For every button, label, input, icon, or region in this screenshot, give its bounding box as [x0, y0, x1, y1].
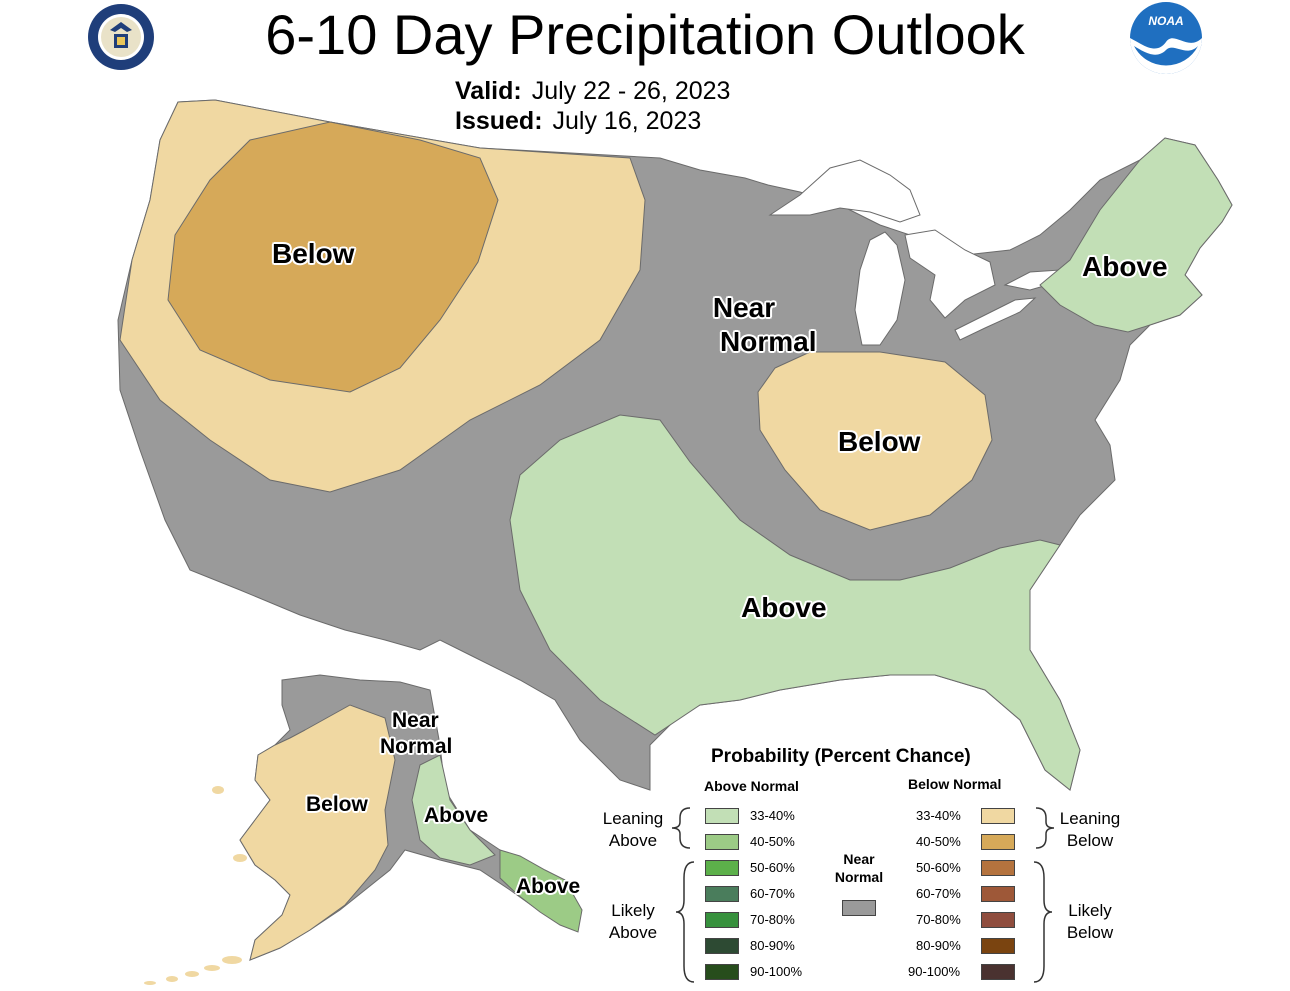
- near-normal-line1: Near: [843, 851, 875, 867]
- date-info: Valid: July 22 - 26, 2023 Issued: July 16,…: [455, 76, 730, 136]
- legend-below-label: 50-60%: [916, 860, 961, 875]
- page-title: 6-10 Day Precipitation Outlook: [265, 3, 1025, 66]
- issued-value: July 16, 2023: [552, 107, 702, 135]
- legend-below-swatch: [981, 860, 1015, 876]
- department-of-commerce-seal-icon: [88, 4, 154, 70]
- alaska-panhandle-above-label: Above: [516, 875, 581, 898]
- legend-leaning-below: Leaning Below: [1053, 808, 1127, 852]
- alaska-below-label: Below: [306, 793, 368, 816]
- near-normal-swatch: [842, 900, 876, 916]
- legend-above-label: 50-60%: [750, 860, 795, 875]
- valid-label: Valid:: [455, 77, 522, 105]
- west-below-core-area: [167, 121, 499, 393]
- legend-above-swatch: [705, 834, 739, 850]
- valid-value: July 22 - 26, 2023: [531, 77, 731, 105]
- legend-below-label: 70-80%: [916, 912, 961, 927]
- likely-below-line1: Likely: [1068, 901, 1112, 920]
- lake-superior: [768, 159, 921, 223]
- northeast-above-area: [1039, 137, 1233, 333]
- legend-below-swatch: [981, 912, 1015, 928]
- legend-below-swatch: [981, 886, 1015, 902]
- legend-above-swatch: [705, 964, 739, 980]
- alaska-above-area: [411, 754, 496, 866]
- west-below-label: Below: [272, 238, 355, 269]
- alaska-panhandle-above-area: [499, 849, 583, 933]
- leaning-above-line2: Above: [608, 831, 658, 850]
- legend-below-label: 60-70%: [916, 886, 961, 901]
- alaska-above-label: Above: [424, 804, 489, 827]
- ohio-valley-below-area: [757, 351, 993, 531]
- leaning-below-line1: Leaning: [1059, 809, 1121, 828]
- legend-below-label: 90-100%: [908, 964, 961, 979]
- central-near-line1: Near: [712, 292, 776, 323]
- legend-below-label: 80-90%: [916, 938, 961, 953]
- legend-below-header: Below Normal: [908, 776, 1002, 792]
- legend-below-swatch: [981, 938, 1015, 954]
- issued-label: Issued:: [455, 107, 543, 135]
- leaning-below-line2: Below: [1066, 831, 1114, 850]
- likely-below-line2: Below: [1066, 923, 1114, 942]
- alaska-below-area: [239, 704, 396, 961]
- alaska-near-label-2: Normal: [380, 735, 453, 758]
- legend-below-swatch: [981, 964, 1015, 980]
- legend-above-label: 40-50%: [750, 834, 795, 849]
- south-above-area: [509, 414, 1081, 791]
- legend-above-label: 80-90%: [750, 938, 795, 953]
- south-above-label: Above: [741, 592, 827, 623]
- legend-below-swatch: [981, 834, 1015, 850]
- legend-below-swatch: [981, 808, 1015, 824]
- leaning-above-line1: Leaning: [602, 809, 664, 828]
- legend-likely-above: Likely Above: [596, 900, 670, 944]
- legend-above-swatch: [705, 912, 739, 928]
- likely-above-line1: Likely: [611, 901, 655, 920]
- legend-above-swatch: [705, 886, 739, 902]
- legend-likely-below: Likely Below: [1053, 900, 1127, 944]
- central-near-normal-label-2: Normal: [720, 326, 817, 357]
- legend-title: Probability (Percent Chance): [711, 746, 971, 767]
- legend-above-label: 60-70%: [750, 886, 795, 901]
- alaska-near-label-1: Near: [392, 709, 439, 732]
- legend-above-label: 70-80%: [750, 912, 795, 927]
- legend-above-swatch: [705, 860, 739, 876]
- legend-above-label: 90-100%: [750, 964, 803, 979]
- legend-above-header: Above Normal: [704, 778, 799, 794]
- central-near-normal-label: Near: [712, 292, 776, 324]
- lake-erie: [954, 297, 1037, 341]
- aleutian-islands: [144, 786, 247, 985]
- legend-above-swatch: [705, 808, 739, 824]
- lake-michigan: [854, 231, 906, 346]
- legend-below-label: 40-50%: [916, 834, 961, 849]
- likely-above-line2: Above: [608, 923, 658, 942]
- legend-leaning-above: Leaning Above: [596, 808, 670, 852]
- near-normal-line2: Normal: [834, 869, 884, 885]
- legend-near-normal: Near Normal: [826, 850, 892, 886]
- ohio-valley-below-label: Below: [838, 426, 921, 457]
- legend-above-label: 33-40%: [750, 808, 795, 823]
- legend-below-label: 33-40%: [916, 808, 961, 823]
- legend-above-swatch: [705, 938, 739, 954]
- noaa-logo-icon: NOAA: [1130, 2, 1202, 74]
- northeast-above-label: Above: [1082, 251, 1168, 282]
- lake-huron: [904, 229, 996, 319]
- svg-text:NOAA: NOAA: [1148, 14, 1183, 28]
